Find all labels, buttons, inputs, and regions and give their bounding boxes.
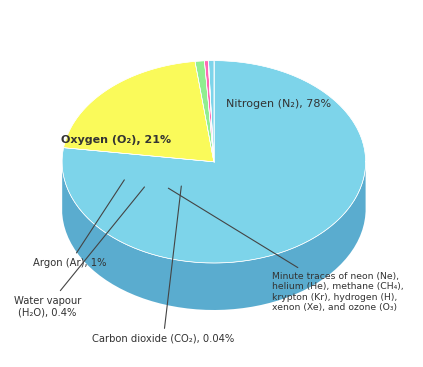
Text: Carbon dioxide (CO₂), 0.04%: Carbon dioxide (CO₂), 0.04%: [92, 186, 234, 344]
Polygon shape: [195, 61, 214, 162]
Text: Oxygen (O₂), 21%: Oxygen (O₂), 21%: [61, 135, 171, 145]
Polygon shape: [62, 61, 365, 263]
Text: Water vapour
(H₂O), 0.4%: Water vapour (H₂O), 0.4%: [14, 187, 145, 317]
Text: Nitrogen (N₂), 78%: Nitrogen (N₂), 78%: [226, 99, 332, 109]
Polygon shape: [209, 61, 214, 162]
Polygon shape: [204, 61, 214, 162]
Polygon shape: [208, 61, 214, 162]
Polygon shape: [63, 61, 214, 162]
Text: Minute traces of neon (Ne),
helium (He), methane (CH₄),
krypton (Kr), hydrogen (: Minute traces of neon (Ne), helium (He),…: [168, 188, 403, 312]
Polygon shape: [62, 164, 365, 310]
Text: Argon (Ar), 1%: Argon (Ar), 1%: [33, 180, 124, 268]
